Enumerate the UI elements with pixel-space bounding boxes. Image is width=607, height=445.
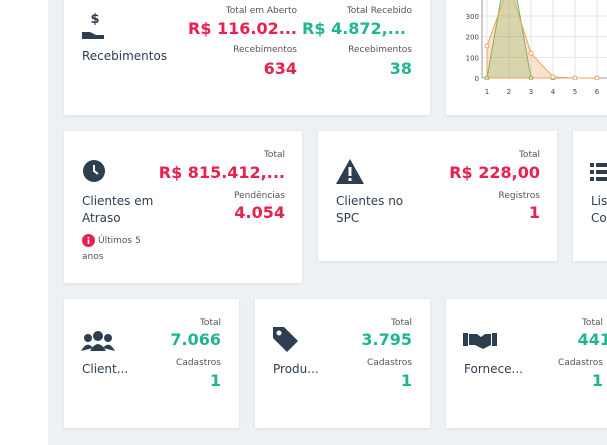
plot — [484, 0, 600, 80]
stat-value: 7.066 — [170, 330, 221, 349]
point — [528, 50, 534, 56]
stat-title: Total — [263, 150, 285, 160]
y-tick-label: 0 — [475, 75, 479, 83]
card — [573, 131, 607, 261]
stat-subvalue: 1 — [400, 371, 412, 390]
users-icon — [81, 331, 115, 351]
stat-subvalue: 1 — [591, 371, 603, 390]
point — [484, 43, 490, 49]
card-label: Fornece... — [464, 362, 523, 376]
x-tick-label: 3 — [529, 88, 533, 96]
stat-subtitle: Pendências — [234, 191, 285, 201]
stat-subvalue: 1 — [528, 203, 540, 222]
stat-subvalue: 634 — [263, 59, 297, 78]
card-label: Recebimentos — [82, 49, 168, 63]
svg-text:$: $ — [90, 12, 99, 27]
stat-value: R$ 228,00 — [449, 163, 540, 182]
point — [594, 75, 600, 80]
x-tick-label: 5 — [573, 88, 577, 96]
card — [446, 299, 607, 428]
stat-subtitle: Cadastros — [367, 358, 412, 368]
list-icon — [590, 163, 607, 181]
card-label: Produ... — [273, 362, 319, 376]
hand-dollar-icon: $ — [82, 12, 104, 39]
area — [486, 0, 597, 79]
point — [572, 75, 578, 80]
y-tick-label: 200 — [466, 34, 479, 42]
x-tick-label: 4 — [551, 88, 556, 96]
stat-value: R$ 4.872,... — [302, 19, 406, 38]
stat-subtitle: Recebimentos — [233, 45, 297, 55]
card-label: Lis Co — [591, 194, 607, 225]
x-tick-label: 2 — [507, 88, 511, 96]
stat-title: Total Recebido — [346, 6, 412, 16]
x-tick-label: 1 — [485, 88, 489, 96]
card-label: Client... — [82, 362, 129, 376]
card — [64, 0, 430, 115]
x-tick-label: 6 — [595, 88, 600, 96]
card — [318, 131, 557, 261]
stat-title: Total em Aberto — [225, 6, 297, 16]
stat-subtitle: Cadastros — [176, 358, 221, 368]
y-tick-label: 100 — [466, 54, 479, 62]
card — [64, 131, 302, 283]
stat-subvalue: 38 — [389, 59, 412, 78]
card — [64, 299, 239, 428]
stat-title: Total — [199, 318, 221, 328]
note: Últimos 5 anos — [82, 236, 141, 262]
card-label: Clientes em Atraso — [82, 194, 154, 225]
stat-value: 441 — [577, 330, 607, 349]
card-label: Clientes no SPC — [336, 194, 404, 225]
handshake-icon — [463, 333, 497, 349]
stat-subtitle: Recebimentos — [348, 45, 412, 55]
mini-chart: 0 100 200 300 1 2 3 4 5 6 — [466, 0, 607, 96]
stat-subvalue: 4.054 — [234, 203, 285, 222]
stat-subtitle: Registros — [498, 191, 540, 201]
y-tick-label: 300 — [466, 13, 479, 21]
warning-icon — [336, 159, 364, 184]
stat-subtitle: Cadastros — [558, 358, 603, 368]
clock-icon — [83, 160, 105, 182]
tag-icon — [273, 327, 298, 352]
stat-subvalue: 1 — [209, 371, 221, 390]
stat-title: Total — [390, 318, 412, 328]
info-icon — [82, 234, 95, 247]
stat-title: Total — [581, 318, 603, 328]
stat-title: Total — [518, 150, 540, 160]
stat-value: 3.795 — [361, 330, 412, 349]
point — [550, 74, 556, 80]
card — [255, 299, 430, 428]
stat-value: R$ 116.02... — [188, 19, 297, 38]
stat-value: R$ 815.412,... — [158, 163, 285, 182]
